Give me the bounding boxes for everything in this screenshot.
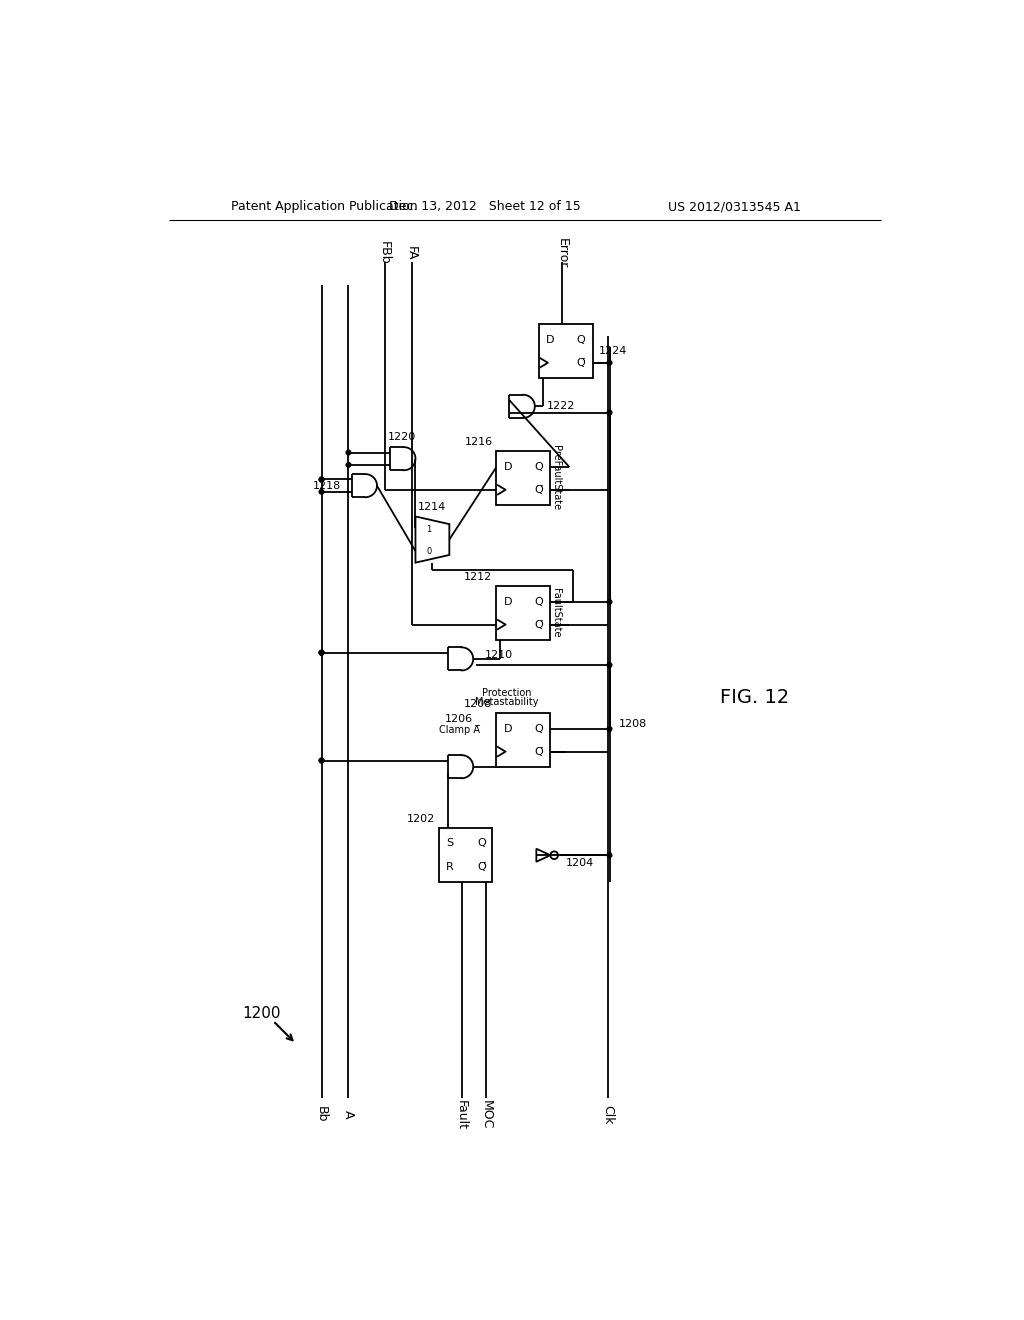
Text: D: D	[504, 723, 512, 734]
Text: Q: Q	[577, 335, 585, 345]
Circle shape	[319, 490, 324, 494]
Text: Q: Q	[534, 597, 543, 607]
Circle shape	[319, 758, 324, 763]
Text: MOC: MOC	[480, 1100, 493, 1130]
Circle shape	[319, 758, 324, 763]
Circle shape	[607, 726, 611, 731]
Text: Q̅: Q̅	[534, 484, 543, 495]
Text: 1222: 1222	[547, 401, 574, 412]
Bar	[497, 713, 550, 767]
Text: Patent Application Publication: Patent Application Publication	[230, 201, 418, 214]
Text: 1218: 1218	[312, 480, 341, 491]
Text: Q̅: Q̅	[477, 862, 486, 873]
Text: 1212: 1212	[464, 572, 493, 582]
Text: Bb: Bb	[315, 1106, 328, 1123]
Text: FA: FA	[406, 246, 418, 260]
Text: FIG. 12: FIG. 12	[720, 688, 788, 708]
Text: Q̅: Q̅	[577, 358, 585, 368]
Text: US 2012/0313545 A1: US 2012/0313545 A1	[668, 201, 801, 214]
Circle shape	[319, 651, 324, 655]
Circle shape	[319, 651, 324, 655]
Circle shape	[346, 450, 351, 455]
Text: Fault: Fault	[455, 1100, 468, 1130]
Circle shape	[607, 853, 611, 858]
Text: FaultState: FaultState	[551, 587, 561, 638]
Text: 1220: 1220	[387, 432, 416, 442]
Circle shape	[319, 478, 324, 482]
Text: 1216: 1216	[464, 437, 493, 446]
Circle shape	[319, 651, 324, 655]
Bar	[438, 829, 493, 882]
Text: FBb: FBb	[378, 242, 391, 265]
Text: 1204: 1204	[565, 858, 594, 869]
Text: Q: Q	[534, 723, 543, 734]
Text: R: R	[445, 862, 454, 873]
Text: Q: Q	[534, 462, 543, 473]
Text: D: D	[504, 462, 512, 473]
Text: S: S	[445, 838, 453, 849]
Circle shape	[607, 411, 611, 414]
Text: Clamp A̅: Clamp A̅	[439, 725, 480, 735]
Text: 1208: 1208	[618, 719, 647, 730]
Text: D: D	[546, 335, 555, 345]
Text: Q̅: Q̅	[534, 747, 543, 756]
Text: Dec. 13, 2012   Sheet 12 of 15: Dec. 13, 2012 Sheet 12 of 15	[389, 201, 581, 214]
Text: Metastability: Metastability	[474, 697, 538, 708]
Bar	[497, 451, 550, 504]
Circle shape	[607, 599, 611, 605]
Text: 1200: 1200	[243, 1006, 281, 1020]
Text: Error: Error	[555, 238, 568, 268]
Text: 1224: 1224	[599, 346, 627, 356]
Text: D: D	[504, 597, 512, 607]
Text: 1: 1	[426, 525, 432, 533]
Text: 1202: 1202	[407, 814, 435, 824]
Text: A: A	[342, 1110, 355, 1119]
Text: PreFaultState: PreFaultState	[551, 445, 561, 511]
Text: Q̅: Q̅	[534, 619, 543, 630]
Text: 1206: 1206	[445, 714, 473, 723]
Circle shape	[607, 663, 611, 668]
Text: 1208: 1208	[464, 698, 493, 709]
Bar	[539, 323, 593, 378]
Circle shape	[607, 360, 611, 366]
Text: Protection: Protection	[481, 688, 531, 698]
Circle shape	[346, 462, 351, 467]
Text: 0: 0	[426, 546, 432, 556]
Text: Clk: Clk	[601, 1105, 614, 1125]
Text: Q: Q	[477, 838, 486, 849]
Bar	[497, 586, 550, 640]
Circle shape	[319, 478, 324, 482]
Text: 1210: 1210	[484, 649, 513, 660]
Text: 1214: 1214	[418, 502, 446, 512]
